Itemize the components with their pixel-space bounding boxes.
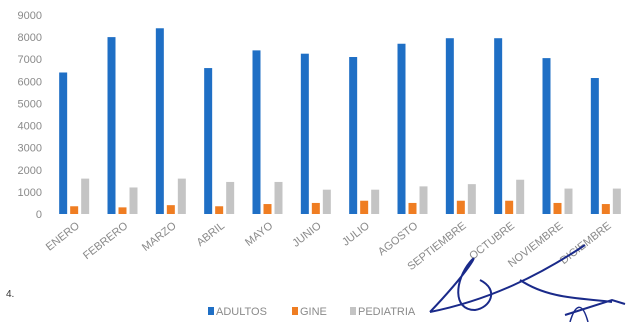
- legend-swatch-adultos: [208, 307, 214, 315]
- bar-gine-diciembre: [601, 204, 610, 214]
- legend-label-gine: GINE: [300, 306, 327, 318]
- bar-adultos-septiembre: [445, 38, 454, 214]
- y-tick-label: 0: [36, 209, 42, 221]
- bar-adultos-diciembre: [590, 78, 599, 215]
- y-tick-label: 5000: [18, 98, 42, 110]
- bar-gine-julio: [360, 200, 369, 214]
- handwritten-signature: [429, 244, 626, 322]
- bar-pediatria-noviembre: [564, 188, 573, 214]
- bar-pediatria-octubre: [516, 179, 525, 214]
- bar-adultos-marzo: [155, 28, 164, 215]
- bar-adultos-julio: [349, 57, 358, 215]
- legend-label-adultos: ADULTOS: [216, 306, 267, 318]
- bar-pediatria-abril: [226, 181, 235, 214]
- bar-pediatria-junio: [322, 189, 331, 214]
- page-marker: 4.: [6, 289, 15, 300]
- y-tick-label: 2000: [18, 165, 42, 177]
- bar-adultos-junio: [300, 53, 309, 214]
- bar-adultos-enero: [59, 72, 68, 214]
- bar-pediatria-enero: [81, 178, 90, 214]
- legend: ADULTOS GINE PEDIATRIA: [208, 306, 416, 318]
- y-tick-label: 1000: [18, 187, 42, 199]
- y-tick-label: 6000: [18, 76, 42, 88]
- bar-gine-octubre: [505, 200, 514, 214]
- x-axis: ENERO FEBRERO MARZO ABRIL MAYO JUNIO JULIO AGOS…: [44, 220, 614, 273]
- x-tick-label: MARZO: [140, 220, 179, 254]
- bar-pediatria-agosto: [419, 186, 428, 214]
- x-tick-label: JULIO: [340, 220, 372, 249]
- x-tick-label: MAYO: [243, 220, 276, 249]
- bar-adultos-abril: [204, 68, 213, 214]
- legend-label-pediatria: PEDIATRIA: [358, 306, 416, 318]
- bar-pediatria-marzo: [177, 178, 186, 214]
- y-tick-label: 9000: [18, 10, 42, 22]
- bar-gine-junio: [311, 202, 320, 214]
- bar-adultos-agosto: [397, 43, 406, 214]
- x-tick-label: DICIEMBRE: [558, 220, 614, 267]
- bar-gine-noviembre: [553, 202, 562, 214]
- bar-gine-agosto: [408, 202, 417, 214]
- x-tick-label: JUNIO: [290, 220, 324, 250]
- bar-gine-marzo: [166, 205, 175, 214]
- x-tick-label: ENERO: [44, 220, 83, 254]
- x-tick-label: OCTUBRE: [467, 220, 517, 263]
- bar-adultos-febrero: [107, 37, 116, 214]
- bar-pediatria-febrero: [129, 187, 138, 214]
- bars: [59, 28, 621, 215]
- y-tick-label: 3000: [18, 143, 42, 155]
- bar-gine-abril: [215, 206, 224, 214]
- y-tick-label: 7000: [18, 54, 42, 66]
- bar-gine-febrero: [118, 207, 127, 214]
- bar-pediatria-mayo: [274, 181, 283, 214]
- bar-gine-enero: [70, 206, 79, 214]
- bar-pediatria-diciembre: [612, 188, 621, 214]
- y-tick-label: 4000: [18, 121, 42, 133]
- y-tick-label: 8000: [18, 32, 42, 44]
- bar-gine-mayo: [263, 204, 272, 214]
- y-axis: 0 1000 2000 3000 4000 5000 6000 7000 8000 9000: [18, 10, 42, 221]
- bar-pediatria-septiembre: [467, 184, 476, 214]
- bar-pediatria-julio: [371, 189, 380, 214]
- legend-swatch-gine: [292, 307, 298, 315]
- x-tick-label: ABRIL: [195, 220, 227, 249]
- x-tick-label: AGOSTO: [376, 220, 421, 259]
- x-tick-label: FEBRERO: [81, 220, 131, 262]
- bar-adultos-octubre: [494, 38, 503, 214]
- legend-swatch-pediatria: [350, 307, 356, 315]
- bar-adultos-mayo: [252, 50, 261, 214]
- bar-adultos-noviembre: [542, 58, 551, 214]
- bar-gine-septiembre: [456, 200, 465, 214]
